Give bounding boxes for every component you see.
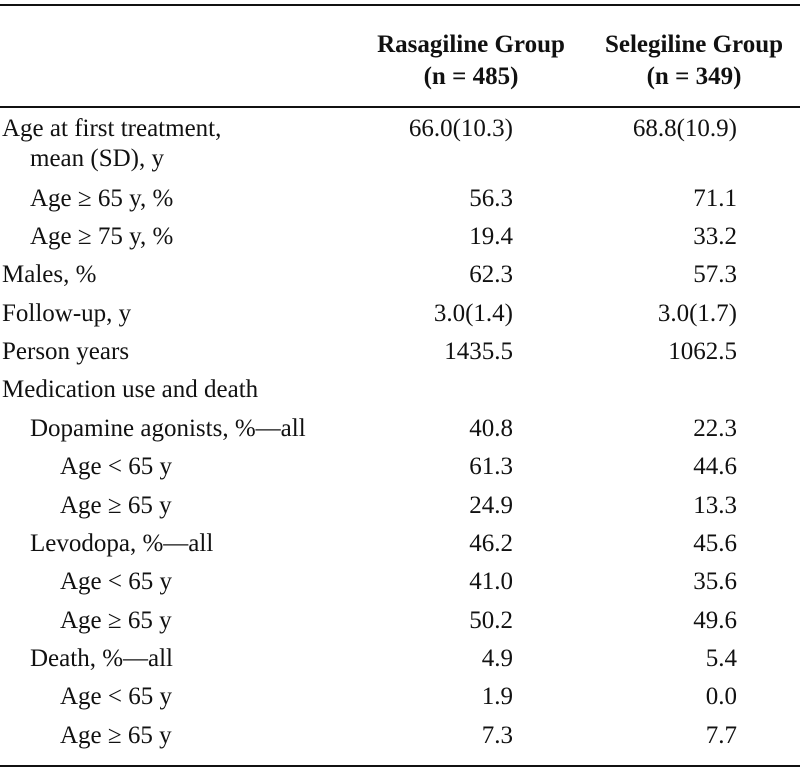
row-label: Follow-up, y xyxy=(2,300,132,327)
row-label: Dopamine agonists, %—all xyxy=(30,415,306,442)
rasagiline-value: 1.9 xyxy=(481,683,513,710)
rasagiline-value: 56.3 xyxy=(469,185,513,212)
table-row: Males, % 62.3 57.3 xyxy=(0,257,800,293)
row-label: Age ≥ 65 y xyxy=(60,492,172,519)
selegiline-value: 45.6 xyxy=(693,530,737,557)
rasagiline-value: 3.0(1.4) xyxy=(433,300,513,327)
selegiline-value: 33.2 xyxy=(693,223,737,250)
table-row: Age ≥ 75 y, % 19.4 33.2 xyxy=(0,219,800,255)
table-row: Levodopa, %—all 46.2 45.6 xyxy=(0,526,800,562)
rasagiline-value: 40.8 xyxy=(469,415,513,442)
selegiline-value: 5.4 xyxy=(705,645,737,672)
selegiline-value: 1062.5 xyxy=(668,338,737,365)
selegiline-value: 13.3 xyxy=(693,492,737,519)
column-header-rasagiline: Rasagiline Group (n = 485) xyxy=(360,29,582,93)
row-label: Age ≥ 65 y xyxy=(60,722,172,749)
rasagiline-value: 62.3 xyxy=(469,261,513,288)
table-row: Follow-up, y 3.0(1.4) 3.0(1.7) xyxy=(0,296,800,332)
row-label: Age ≥ 65 y xyxy=(60,607,172,634)
rasagiline-value: 19.4 xyxy=(469,223,513,250)
selegiline-value: 7.7 xyxy=(705,722,737,749)
rasagiline-value: 66.0(10.3) xyxy=(408,115,513,142)
row-label: Age < 65 y xyxy=(60,568,172,595)
section-label: Medication use and death xyxy=(2,376,259,403)
table-row: Age ≥ 65 y 7.3 7.7 xyxy=(0,718,800,754)
group-count: (n = 485) xyxy=(423,63,519,90)
table-row: Age at first treatment, mean (SD), y 66.… xyxy=(0,111,800,177)
group-name: Selegiline Group xyxy=(604,31,784,58)
table-row: Age ≥ 65 y, % 56.3 71.1 xyxy=(0,181,800,217)
table-top-rule xyxy=(0,4,800,6)
rasagiline-value: 24.9 xyxy=(469,492,513,519)
table-row: Age ≥ 65 y 50.2 49.6 xyxy=(0,603,800,639)
group-name: Rasagiline Group xyxy=(377,31,565,58)
selegiline-value: 68.8(10.9) xyxy=(632,115,737,142)
rasagiline-value: 41.0 xyxy=(469,568,513,595)
row-label: Age < 65 y xyxy=(60,683,172,710)
row-label: Age at first treatment, xyxy=(2,115,222,142)
row-label: Age ≥ 65 y, % xyxy=(30,185,174,212)
table-row: Age < 65 y 61.3 44.6 xyxy=(0,449,800,485)
row-label: Males, % xyxy=(2,261,97,288)
selegiline-value: 0.0 xyxy=(705,683,737,710)
rasagiline-value: 7.3 xyxy=(481,722,513,749)
table-bottom-rule xyxy=(0,765,800,767)
selegiline-value: 3.0(1.7) xyxy=(657,300,737,327)
row-label: Person years xyxy=(2,338,130,365)
row-label: Death, %—all xyxy=(30,645,174,672)
rasagiline-value: 61.3 xyxy=(469,453,513,480)
row-label: Age < 65 y xyxy=(60,453,172,480)
table-row: Age < 65 y 1.9 0.0 xyxy=(0,679,800,715)
rasagiline-value: 1435.5 xyxy=(444,338,513,365)
selegiline-value: 71.1 xyxy=(693,185,737,212)
rasagiline-value: 46.2 xyxy=(469,530,513,557)
table-row: Dopamine agonists, %—all 40.8 22.3 xyxy=(0,411,800,447)
column-header-selegiline: Selegiline Group (n = 349) xyxy=(588,29,800,93)
selegiline-value: 22.3 xyxy=(693,415,737,442)
section-row-medication-use: Medication use and death xyxy=(0,372,800,408)
row-label: Age ≥ 75 y, % xyxy=(30,223,174,250)
rasagiline-value: 50.2 xyxy=(469,607,513,634)
selegiline-value: 35.6 xyxy=(693,568,737,595)
selegiline-value: 49.6 xyxy=(693,607,737,634)
selegiline-value: 57.3 xyxy=(693,261,737,288)
row-label: Levodopa, %—all xyxy=(30,530,214,557)
table-row: Person years 1435.5 1062.5 xyxy=(0,334,800,370)
table-header-rule xyxy=(0,106,800,108)
row-label-continued: mean (SD), y xyxy=(30,145,164,172)
table-row: Age < 65 y 41.0 35.6 xyxy=(0,564,800,600)
table-row: Death, %—all 4.9 5.4 xyxy=(0,641,800,677)
table-row: Age ≥ 65 y 24.9 13.3 xyxy=(0,488,800,524)
rasagiline-value: 4.9 xyxy=(481,645,513,672)
selegiline-value: 44.6 xyxy=(693,453,737,480)
group-count: (n = 349) xyxy=(646,63,742,90)
